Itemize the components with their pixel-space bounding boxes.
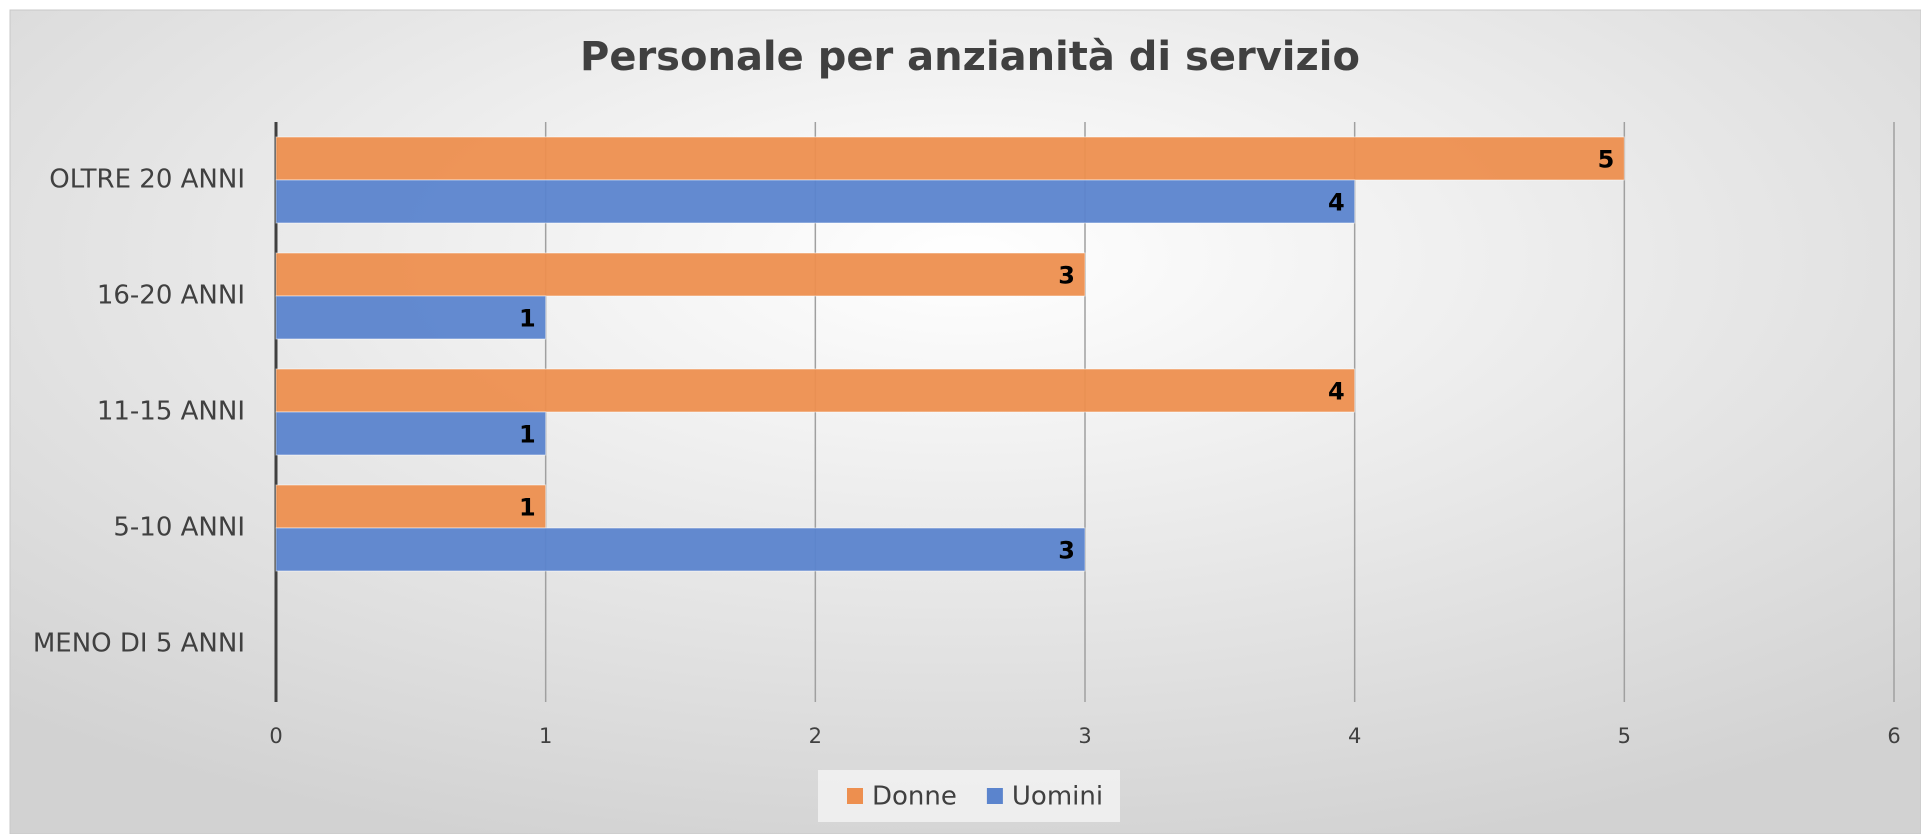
x-tick-label: 1 xyxy=(539,724,552,748)
x-tick-label: 0 xyxy=(269,724,282,748)
bar xyxy=(275,484,547,529)
bar xyxy=(275,179,1356,224)
data-label: 3 xyxy=(1058,537,1075,565)
bar xyxy=(275,136,1625,181)
data-label: 4 xyxy=(1328,378,1345,406)
legend-label: Uomini xyxy=(1012,782,1103,812)
data-label: 3 xyxy=(1058,262,1075,290)
bar xyxy=(275,368,1356,413)
y-tick-label: 16-20 ANNI xyxy=(97,281,245,311)
x-tick-label: 2 xyxy=(809,724,822,748)
legend-swatch xyxy=(847,788,863,804)
legend-swatch xyxy=(986,788,1003,804)
x-tick-label: 5 xyxy=(1618,724,1631,748)
data-label: 4 xyxy=(1328,189,1345,217)
chart-title: Personale per anzianità di servizio xyxy=(580,34,1360,80)
legend-box xyxy=(818,770,1120,822)
bar xyxy=(275,295,547,340)
data-label: 1 xyxy=(519,421,536,449)
bar xyxy=(275,411,547,456)
bar xyxy=(275,527,1086,572)
data-label: 1 xyxy=(519,494,536,522)
legend-label: Donne xyxy=(872,782,957,812)
y-tick-label: MENO DI 5 ANNI xyxy=(33,629,245,659)
x-tick-label: 6 xyxy=(1887,724,1900,748)
data-label: 1 xyxy=(519,305,536,333)
y-tick-label: OLTRE 20 ANNI xyxy=(49,165,245,195)
bar xyxy=(275,252,1086,297)
x-tick-label: 4 xyxy=(1348,724,1361,748)
data-label: 5 xyxy=(1598,146,1615,174)
y-tick-label: 11-15 ANNI xyxy=(97,397,245,427)
y-tick-label: 5-10 ANNI xyxy=(113,513,245,543)
x-tick-label: 3 xyxy=(1078,724,1091,748)
